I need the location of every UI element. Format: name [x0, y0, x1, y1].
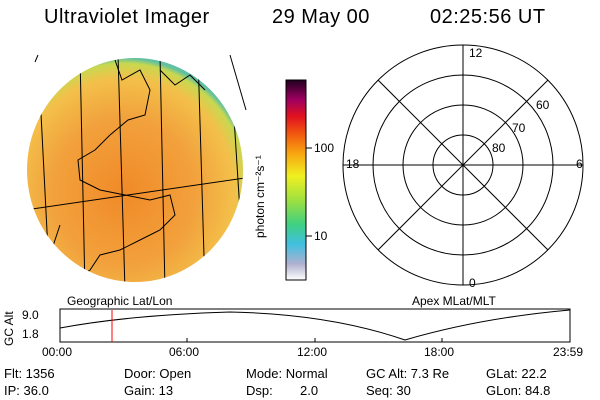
- uv-image-panel: [27, 54, 247, 282]
- flight-number: Flt: 1356: [4, 366, 55, 381]
- gc-altitude: GC Alt: 7.3 Re: [366, 366, 450, 381]
- time-tick-2359: 23:59: [553, 345, 584, 359]
- gain-value: Gain: 13: [124, 383, 174, 398]
- mlt-label-18: 18: [346, 157, 360, 171]
- altitude-curve: [59, 309, 571, 341]
- date-label: 29 May 00: [272, 6, 370, 28]
- polar-plot: [342, 44, 584, 286]
- time-tick-1200: 12:00: [297, 345, 328, 359]
- time-tick-0000: 00:00: [42, 345, 73, 359]
- time-tick-0600: 06:00: [169, 345, 200, 359]
- time-tick-1800: 18:00: [424, 345, 455, 359]
- colorbar-tick-100: 100: [314, 141, 335, 155]
- altitude-plot: [59, 308, 571, 343]
- sequence-value: Seq: 30: [366, 383, 411, 398]
- mlat-label-60: 60: [536, 98, 550, 112]
- geo-longitude: GLon: 84.8: [486, 383, 551, 398]
- geo-latitude: GLat: 22.2: [486, 366, 547, 381]
- colorbar: [285, 79, 312, 281]
- colorbar-tick-10: 10: [314, 229, 328, 243]
- mlt-label-6: 6: [576, 157, 583, 171]
- mlt-label-0: 0: [469, 276, 476, 290]
- auroral-disk: [27, 58, 243, 282]
- colorbar-scale: [285, 79, 307, 281]
- polar-panel-title: Apex MLat/MLT: [412, 294, 496, 308]
- mlt-label-12: 12: [469, 46, 483, 60]
- colorbar-unit-label: photon cm⁻²s⁻¹: [253, 155, 267, 238]
- dsp-label: Dsp:: [246, 383, 273, 398]
- mode-value: Mode: Normal: [246, 366, 328, 381]
- altitude-ytick-1-8: 1.8: [22, 327, 39, 341]
- time-label: 02:25:56 UT: [430, 6, 546, 28]
- instrument-title: Ultraviolet Imager: [44, 6, 210, 28]
- dsp-value: 2.0: [300, 383, 319, 398]
- mlat-label-80: 80: [492, 141, 506, 155]
- altitude-ylabel: GC Alt: [2, 311, 16, 346]
- ip-value: IP: 36.0: [4, 383, 49, 398]
- mlat-label-70: 70: [512, 121, 526, 135]
- altitude-frame: [59, 308, 571, 343]
- altitude-ytick-9: 9.0: [22, 308, 39, 322]
- door-status: Door: Open: [124, 366, 192, 381]
- image-panel-title: Geographic Lat/Lon: [67, 294, 173, 308]
